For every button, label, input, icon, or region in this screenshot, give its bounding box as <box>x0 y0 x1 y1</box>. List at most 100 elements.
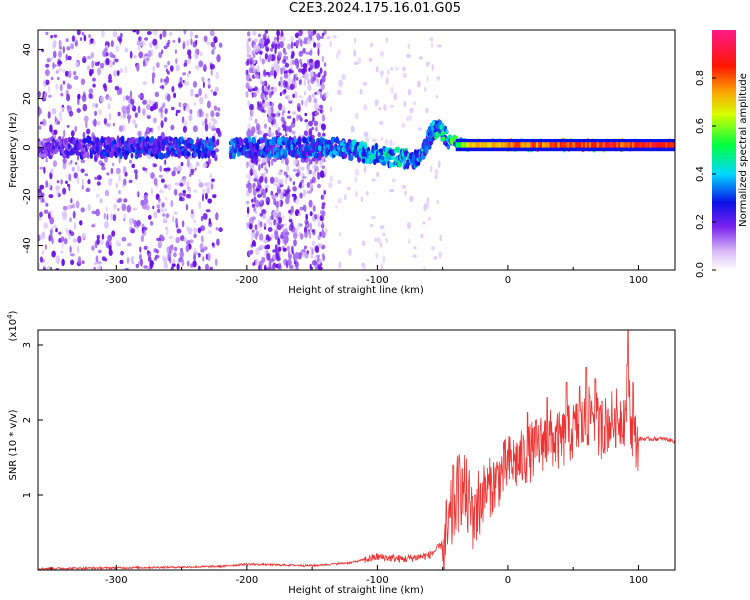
noise-speckle <box>407 88 412 96</box>
noise-speckle <box>286 115 292 119</box>
trace-core <box>473 142 476 148</box>
noise-speckle <box>83 115 89 123</box>
noise-speckle <box>208 218 211 225</box>
noise-speckle <box>129 159 132 164</box>
noise-speckle <box>71 35 75 42</box>
noise-speckle <box>284 223 287 227</box>
trace-mark <box>253 151 258 157</box>
trace-core <box>563 142 566 148</box>
noise-speckle <box>294 91 298 99</box>
noise-speckle <box>264 90 267 98</box>
noise-speckle <box>360 196 363 203</box>
noise-speckle <box>263 222 267 228</box>
trace-mark <box>374 142 378 151</box>
noise-speckle <box>284 80 288 88</box>
noise-speckle <box>167 39 171 45</box>
noise-speckle <box>297 106 301 112</box>
trace-core <box>465 142 468 148</box>
noise-speckle <box>379 120 384 125</box>
noise-speckle <box>68 173 72 182</box>
noise-speckle <box>313 42 317 48</box>
noise-speckle <box>303 204 307 212</box>
noise-speckle <box>336 89 342 95</box>
noise-speckle <box>178 37 181 44</box>
noise-speckle <box>162 213 165 217</box>
noise-speckle <box>87 204 91 211</box>
noise-speckle <box>248 223 253 230</box>
noise-speckle <box>57 60 63 65</box>
noise-speckle <box>426 75 429 83</box>
y-tick-label: 0 <box>22 144 33 150</box>
trace-core <box>669 142 672 148</box>
y-tick-label: 1 <box>22 492 33 498</box>
noise-speckle <box>299 233 304 240</box>
noise-speckle <box>149 41 153 49</box>
noise-speckle <box>307 30 312 36</box>
noise-speckle <box>271 193 276 200</box>
noise-speckle <box>186 260 190 267</box>
noise-speckle <box>151 76 155 84</box>
noise-speckle <box>296 168 300 174</box>
noise-speckle <box>182 125 187 133</box>
noise-speckle <box>167 252 172 258</box>
trace-core <box>489 142 492 148</box>
noise-speckle <box>322 132 326 137</box>
trace-core <box>612 142 615 148</box>
noise-speckle <box>281 124 286 128</box>
noise-speckle <box>290 205 294 214</box>
noise-speckle <box>312 163 317 170</box>
noise-speckle <box>65 180 68 184</box>
noise-speckle <box>317 243 323 248</box>
noise-speckle <box>210 68 213 76</box>
noise-speckle <box>39 211 43 218</box>
trace-core <box>618 142 621 148</box>
noise-speckle <box>395 66 399 71</box>
noise-speckle <box>438 160 441 169</box>
noise-speckle <box>197 265 201 270</box>
noise-speckle <box>270 158 274 166</box>
noise-speckle <box>214 157 218 161</box>
noise-speckle <box>70 43 74 50</box>
noise-speckle <box>73 222 76 230</box>
trace-core <box>545 142 548 148</box>
noise-speckle <box>60 250 64 254</box>
noise-speckle <box>167 70 170 75</box>
noise-speckle <box>218 42 223 48</box>
noise-speckle <box>39 166 45 170</box>
noise-speckle <box>198 201 202 209</box>
noise-speckle <box>434 174 438 180</box>
noise-speckle <box>292 93 295 98</box>
noise-speckle <box>286 245 291 252</box>
noise-speckle <box>205 263 209 270</box>
noise-speckle <box>247 31 251 37</box>
noise-speckle <box>246 183 249 189</box>
noise-speckle <box>159 33 163 40</box>
noise-speckle <box>314 255 318 261</box>
noise-speckle <box>315 245 320 253</box>
noise-speckle <box>186 40 190 47</box>
spectrogram-y-ticks: -40 -20 0 20 40 <box>22 43 43 254</box>
noise-speckle <box>312 228 316 236</box>
noise-speckle <box>297 164 301 170</box>
noise-speckle <box>384 138 389 146</box>
noise-speckle <box>159 165 163 172</box>
noise-speckle <box>374 237 378 242</box>
noise-speckle <box>97 260 102 265</box>
noise-speckle <box>182 72 187 76</box>
trace-core <box>624 142 627 148</box>
noise-speckle <box>179 196 183 202</box>
noise-speckle <box>252 183 255 190</box>
noise-speckle <box>412 101 416 106</box>
noise-speckle <box>115 239 119 247</box>
noise-speckle <box>354 168 360 177</box>
trace-core <box>530 142 533 148</box>
noise-speckle <box>127 117 131 124</box>
noise-speckle <box>213 194 217 199</box>
trace-core <box>630 142 633 148</box>
trace-mark <box>438 119 442 125</box>
x-tick-label: -300 <box>105 575 128 586</box>
noise-speckle <box>171 262 176 268</box>
noise-speckle <box>317 256 320 262</box>
noise-speckle <box>264 176 268 184</box>
noise-speckle <box>251 198 254 203</box>
